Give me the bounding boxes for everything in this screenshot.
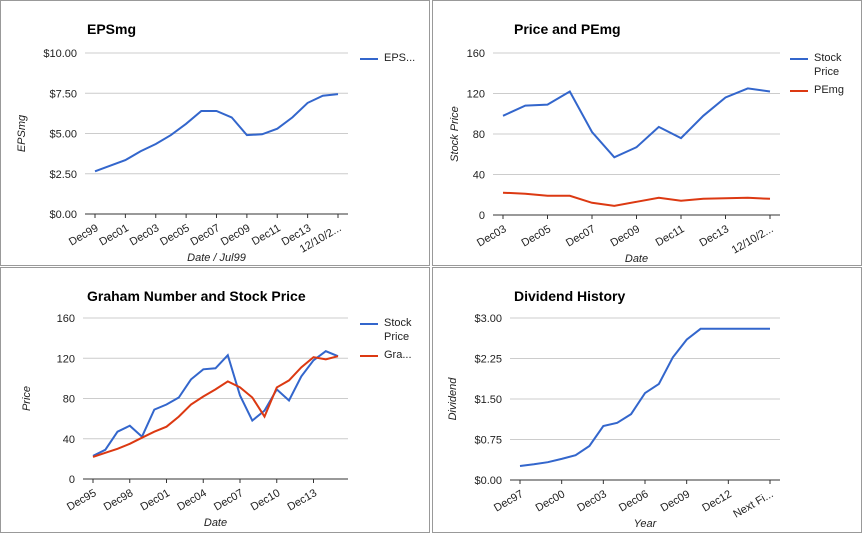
series-line: [94, 93, 339, 173]
x-axis-title: Date / Jul99: [187, 252, 246, 264]
y-tick-label: $0.00: [474, 475, 502, 487]
y-tick-label: 120: [467, 89, 485, 101]
y-tick-label: $7.50: [49, 88, 77, 100]
legend-text: PEmg: [814, 84, 844, 96]
y-tick-label: $10.00: [43, 48, 77, 60]
chart-title: Price and PEmg: [514, 21, 621, 37]
y-tick-label: 120: [57, 353, 75, 365]
x-axis-title: Date: [625, 253, 648, 265]
series-line: [519, 327, 770, 467]
x-axis-title: Year: [634, 518, 658, 530]
series-line: [502, 191, 771, 207]
y-tick-label: $5.00: [49, 129, 77, 141]
chart-title: EPSmg: [87, 21, 136, 37]
y-tick-label: $1.50: [474, 394, 502, 406]
y-tick-label: 0: [479, 210, 485, 222]
legend-item: PEmg: [814, 84, 844, 96]
y-tick-label: $0.00: [49, 209, 77, 221]
series-line: [92, 350, 339, 457]
y-tick-label: 40: [473, 170, 485, 182]
y-axis-title: EPSmg: [16, 114, 28, 152]
y-tick-label: $3.00: [474, 313, 502, 325]
legend-item: Gra...: [384, 349, 412, 361]
y-tick-label: 0: [69, 474, 75, 486]
legend-text: Stock Price: [814, 52, 842, 78]
y-tick-label: $2.25: [474, 354, 502, 366]
y-axis-title: Dividend: [447, 377, 459, 421]
panel: [432, 267, 862, 533]
y-tick-label: 160: [467, 48, 485, 60]
legend-item: Stock Price: [814, 52, 842, 78]
y-tick-label: 160: [57, 313, 75, 325]
legend-text: Gra...: [384, 349, 412, 361]
y-tick-label: $0.75: [474, 435, 502, 447]
y-axis-title: Price: [21, 386, 33, 411]
legend-text: EPS...: [384, 52, 416, 64]
panel: [432, 0, 862, 266]
series-line: [502, 87, 771, 159]
y-tick-label: 80: [473, 129, 485, 141]
panel: [0, 267, 430, 533]
chart-title: Dividend History: [514, 288, 625, 304]
legend-item: Stock Price: [384, 317, 412, 343]
legend-item: EPS...: [384, 52, 416, 64]
y-axis-title: Stock Price: [449, 106, 461, 162]
y-tick-label: $2.50: [49, 169, 77, 181]
chart-title: Graham Number and Stock Price: [87, 288, 306, 304]
y-tick-label: 40: [63, 434, 75, 446]
series-line: [92, 355, 339, 458]
x-axis-title: Date: [204, 517, 227, 529]
legend-text: Stock Price: [384, 317, 412, 343]
y-tick-label: 80: [63, 394, 75, 406]
